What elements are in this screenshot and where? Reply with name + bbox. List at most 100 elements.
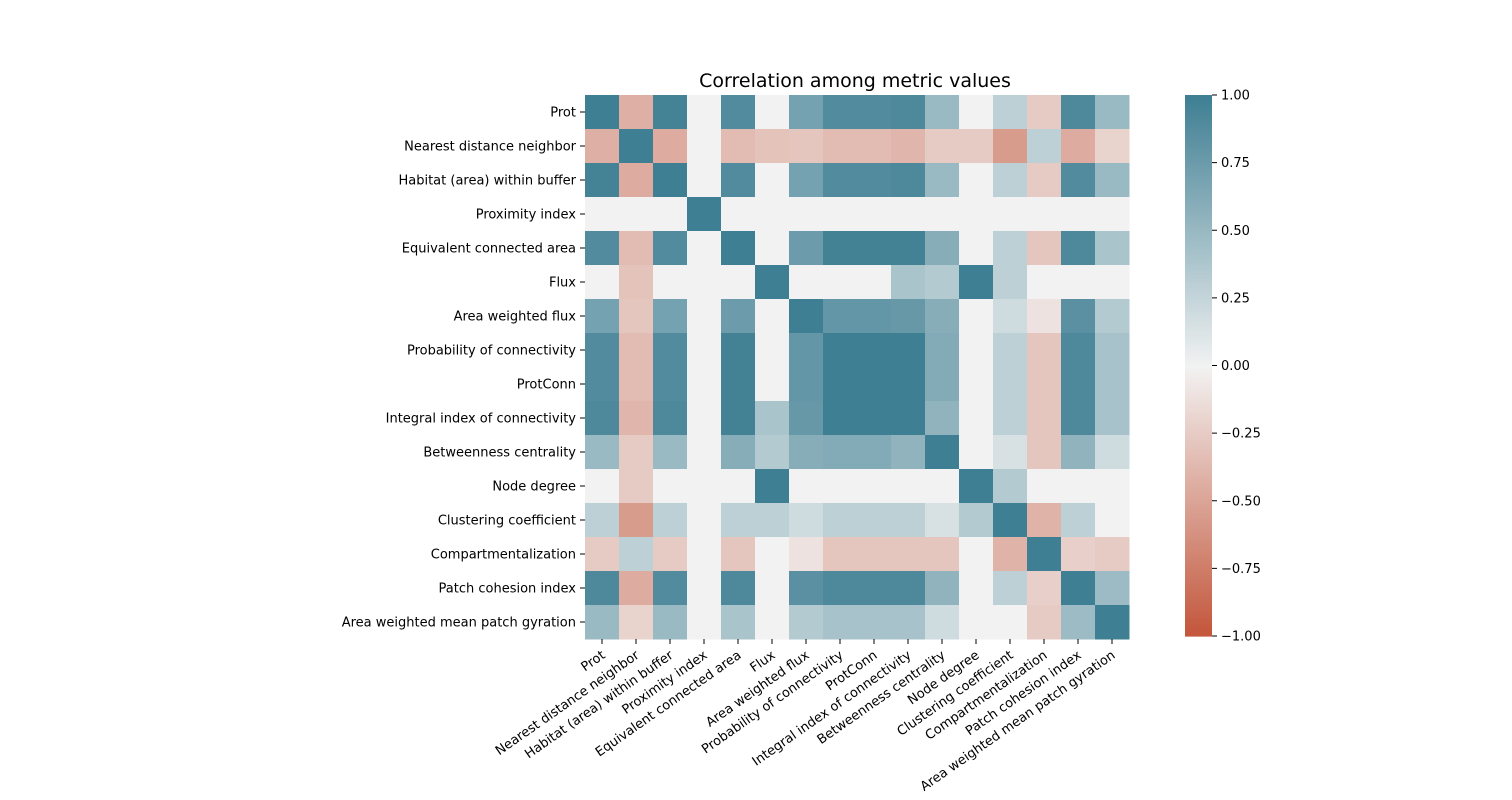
colorbar-segment	[1185, 341, 1212, 346]
colorbar-segment	[1185, 482, 1212, 487]
y-tick-label: Nearest distance neighbor	[404, 140, 577, 155]
colorbar-segment	[1185, 524, 1212, 529]
heatmap-cell	[585, 129, 620, 164]
heatmap-cell	[1027, 469, 1062, 504]
heatmap-cell	[687, 503, 722, 538]
heatmap-cell	[653, 95, 688, 130]
colorbar-segment	[1185, 374, 1212, 379]
heatmap-cell	[721, 265, 756, 300]
heatmap-cell	[619, 197, 654, 232]
heatmap-cell	[721, 537, 756, 572]
colorbar-tick-label: 1.00	[1221, 89, 1250, 104]
heatmap-cell	[857, 299, 892, 334]
heatmap-cell	[1061, 265, 1096, 300]
heatmap-cell	[653, 367, 688, 402]
colorbar-segment	[1185, 458, 1212, 463]
colorbar-segment	[1185, 440, 1212, 445]
heatmap-cell	[721, 197, 756, 232]
colorbar-segment	[1185, 149, 1212, 153]
colorbar: 1.00 0.75 0.50 0.25 0.00 −0.25 −0.50 −0.75 −1.00	[1185, 89, 1261, 645]
heatmap-cell	[1027, 129, 1062, 164]
colorbar-segment	[1185, 443, 1212, 448]
heatmap-cell	[1061, 333, 1096, 368]
heatmap-cell	[789, 435, 824, 470]
colorbar-segment	[1185, 218, 1212, 222]
colorbar-segment	[1185, 623, 1212, 628]
heatmap-cell	[585, 367, 620, 402]
heatmap-cell	[1095, 469, 1130, 504]
colorbar-segment	[1185, 461, 1212, 466]
heatmap-cell	[891, 605, 926, 640]
heatmap-cell	[619, 299, 654, 334]
colorbar-segment	[1185, 602, 1212, 607]
heatmap-cell	[1095, 333, 1130, 368]
colorbar-segment	[1185, 272, 1212, 276]
heatmap-cell	[1027, 299, 1062, 334]
heatmap-cell	[823, 503, 858, 538]
colorbar-tick-label: −1.00	[1221, 630, 1261, 645]
colorbar-segment	[1185, 422, 1212, 427]
heatmap-cell	[1027, 401, 1062, 436]
colorbar-segment	[1185, 251, 1212, 255]
y-tick-labels: Prot Nearest distance neighbor Habitat (ar…	[342, 106, 585, 631]
heatmap-cell	[925, 571, 960, 606]
colorbar-segment	[1185, 206, 1212, 210]
colorbar-segment	[1185, 158, 1212, 162]
colorbar-tick-label: 0.00	[1221, 359, 1250, 374]
colorbar-segment	[1185, 338, 1212, 343]
colorbar-segment	[1185, 464, 1212, 469]
heatmap-cell	[687, 163, 722, 198]
heatmap-cell	[823, 367, 858, 402]
colorbar-segment	[1185, 587, 1212, 592]
heatmap-cell	[1027, 605, 1062, 640]
colorbar-segment	[1185, 161, 1212, 165]
heatmap-cell	[1061, 435, 1096, 470]
heatmap-cell	[619, 265, 654, 300]
colorbar-segment	[1185, 305, 1212, 309]
y-tick-label: Prot	[550, 106, 576, 121]
heatmap-cell	[925, 163, 960, 198]
heatmap-cell	[1095, 605, 1130, 640]
heatmap-cell	[959, 197, 994, 232]
heatmap-cell	[789, 299, 824, 334]
colorbar-segment	[1185, 260, 1212, 264]
colorbar-segment	[1185, 269, 1212, 273]
heatmap-cell	[993, 95, 1028, 130]
colorbar-segment	[1185, 353, 1212, 358]
heatmap-cell	[789, 333, 824, 368]
heatmap-cell	[721, 435, 756, 470]
heatmap-cell	[687, 435, 722, 470]
colorbar-segment	[1185, 107, 1212, 111]
heatmap-cell	[823, 265, 858, 300]
heatmap-cell	[755, 129, 790, 164]
heatmap-cell	[619, 435, 654, 470]
heatmap-cell	[1095, 129, 1130, 164]
heatmap-cell	[993, 265, 1028, 300]
colorbar-segment	[1185, 137, 1212, 141]
colorbar-segment	[1185, 530, 1212, 535]
heatmap-cell	[959, 163, 994, 198]
colorbar-segment	[1185, 563, 1212, 568]
colorbar-segment	[1185, 344, 1212, 349]
colorbar-segment	[1185, 242, 1212, 246]
colorbar-segment	[1185, 500, 1212, 505]
colorbar-segment	[1185, 203, 1212, 207]
colorbar-segment	[1185, 227, 1212, 231]
colorbar-segment	[1185, 575, 1212, 580]
heatmap-cell	[823, 571, 858, 606]
colorbar-segment	[1185, 572, 1212, 577]
heatmap-cell	[891, 163, 926, 198]
heatmap-cell	[1095, 367, 1130, 402]
heatmap-cell	[585, 605, 620, 640]
heatmap-cell	[891, 265, 926, 300]
colorbar-segment	[1185, 416, 1212, 421]
heatmap-cell	[585, 163, 620, 198]
colorbar-segment	[1185, 176, 1212, 180]
heatmap-cell	[891, 469, 926, 504]
heatmap-cell	[925, 95, 960, 130]
colorbar-segment	[1185, 200, 1212, 204]
heatmap-cell	[1027, 503, 1062, 538]
colorbar-segment	[1185, 368, 1212, 373]
heatmap-cell	[653, 401, 688, 436]
colorbar-segment	[1185, 356, 1212, 361]
